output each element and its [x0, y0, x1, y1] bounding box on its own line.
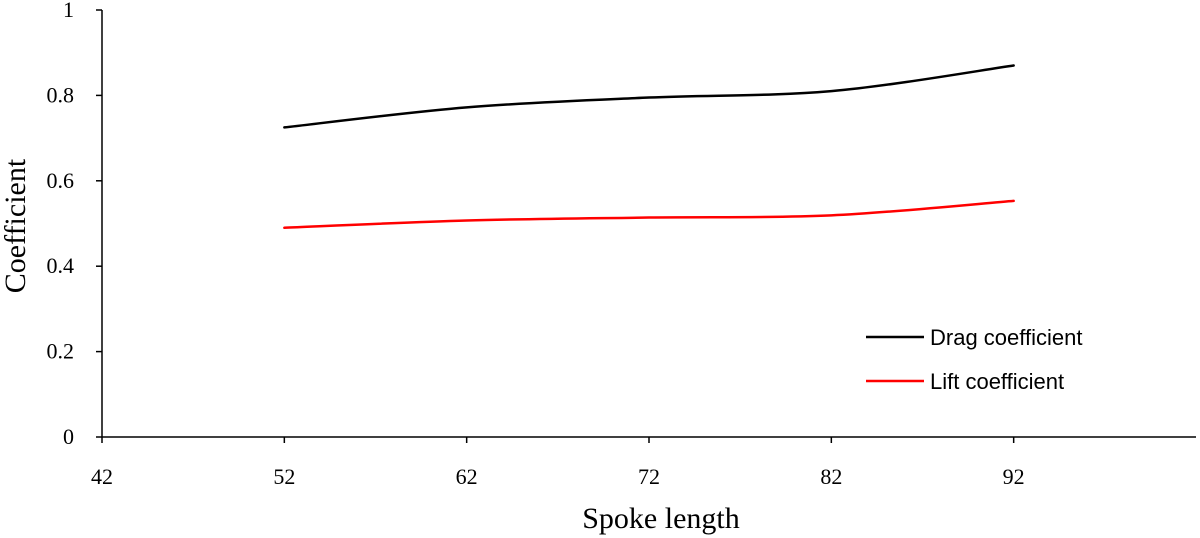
y-tick-label: 0.6	[47, 168, 75, 193]
y-tick-label: 0	[63, 424, 74, 449]
legend: Drag coefficient Lift coefficient	[866, 325, 1082, 394]
x-tick-label: 72	[638, 464, 660, 489]
series-line-drag	[283, 64, 1015, 129]
x-tick-label: 62	[456, 464, 478, 489]
legend-label-lift: Lift coefficient	[930, 369, 1064, 394]
y-tick-label: 0.2	[47, 339, 75, 364]
legend-item-drag: Drag coefficient	[866, 325, 1082, 350]
y-tick-labels: 0 0.2 0.4 0.6 0.8 1	[47, 0, 102, 449]
x-tick-label: 52	[273, 464, 295, 489]
x-tick-label: 92	[1003, 464, 1025, 489]
legend-item-lift: Lift coefficient	[866, 369, 1064, 394]
x-tick-labels: 42 52 62 72 82 92	[91, 437, 1025, 489]
x-tick-label: 82	[820, 464, 842, 489]
y-tick-label: 0.8	[47, 82, 75, 107]
series-line-lift	[283, 199, 1015, 230]
legend-label-drag: Drag coefficient	[930, 325, 1082, 350]
y-tick-label: 1	[63, 0, 74, 22]
x-axis-title: Spoke length	[582, 502, 740, 535]
x-tick-label: 42	[91, 464, 113, 489]
y-axis-title: Coefficient	[0, 158, 32, 293]
y-tick-label: 0.4	[47, 253, 75, 278]
series-lines	[283, 64, 1015, 230]
